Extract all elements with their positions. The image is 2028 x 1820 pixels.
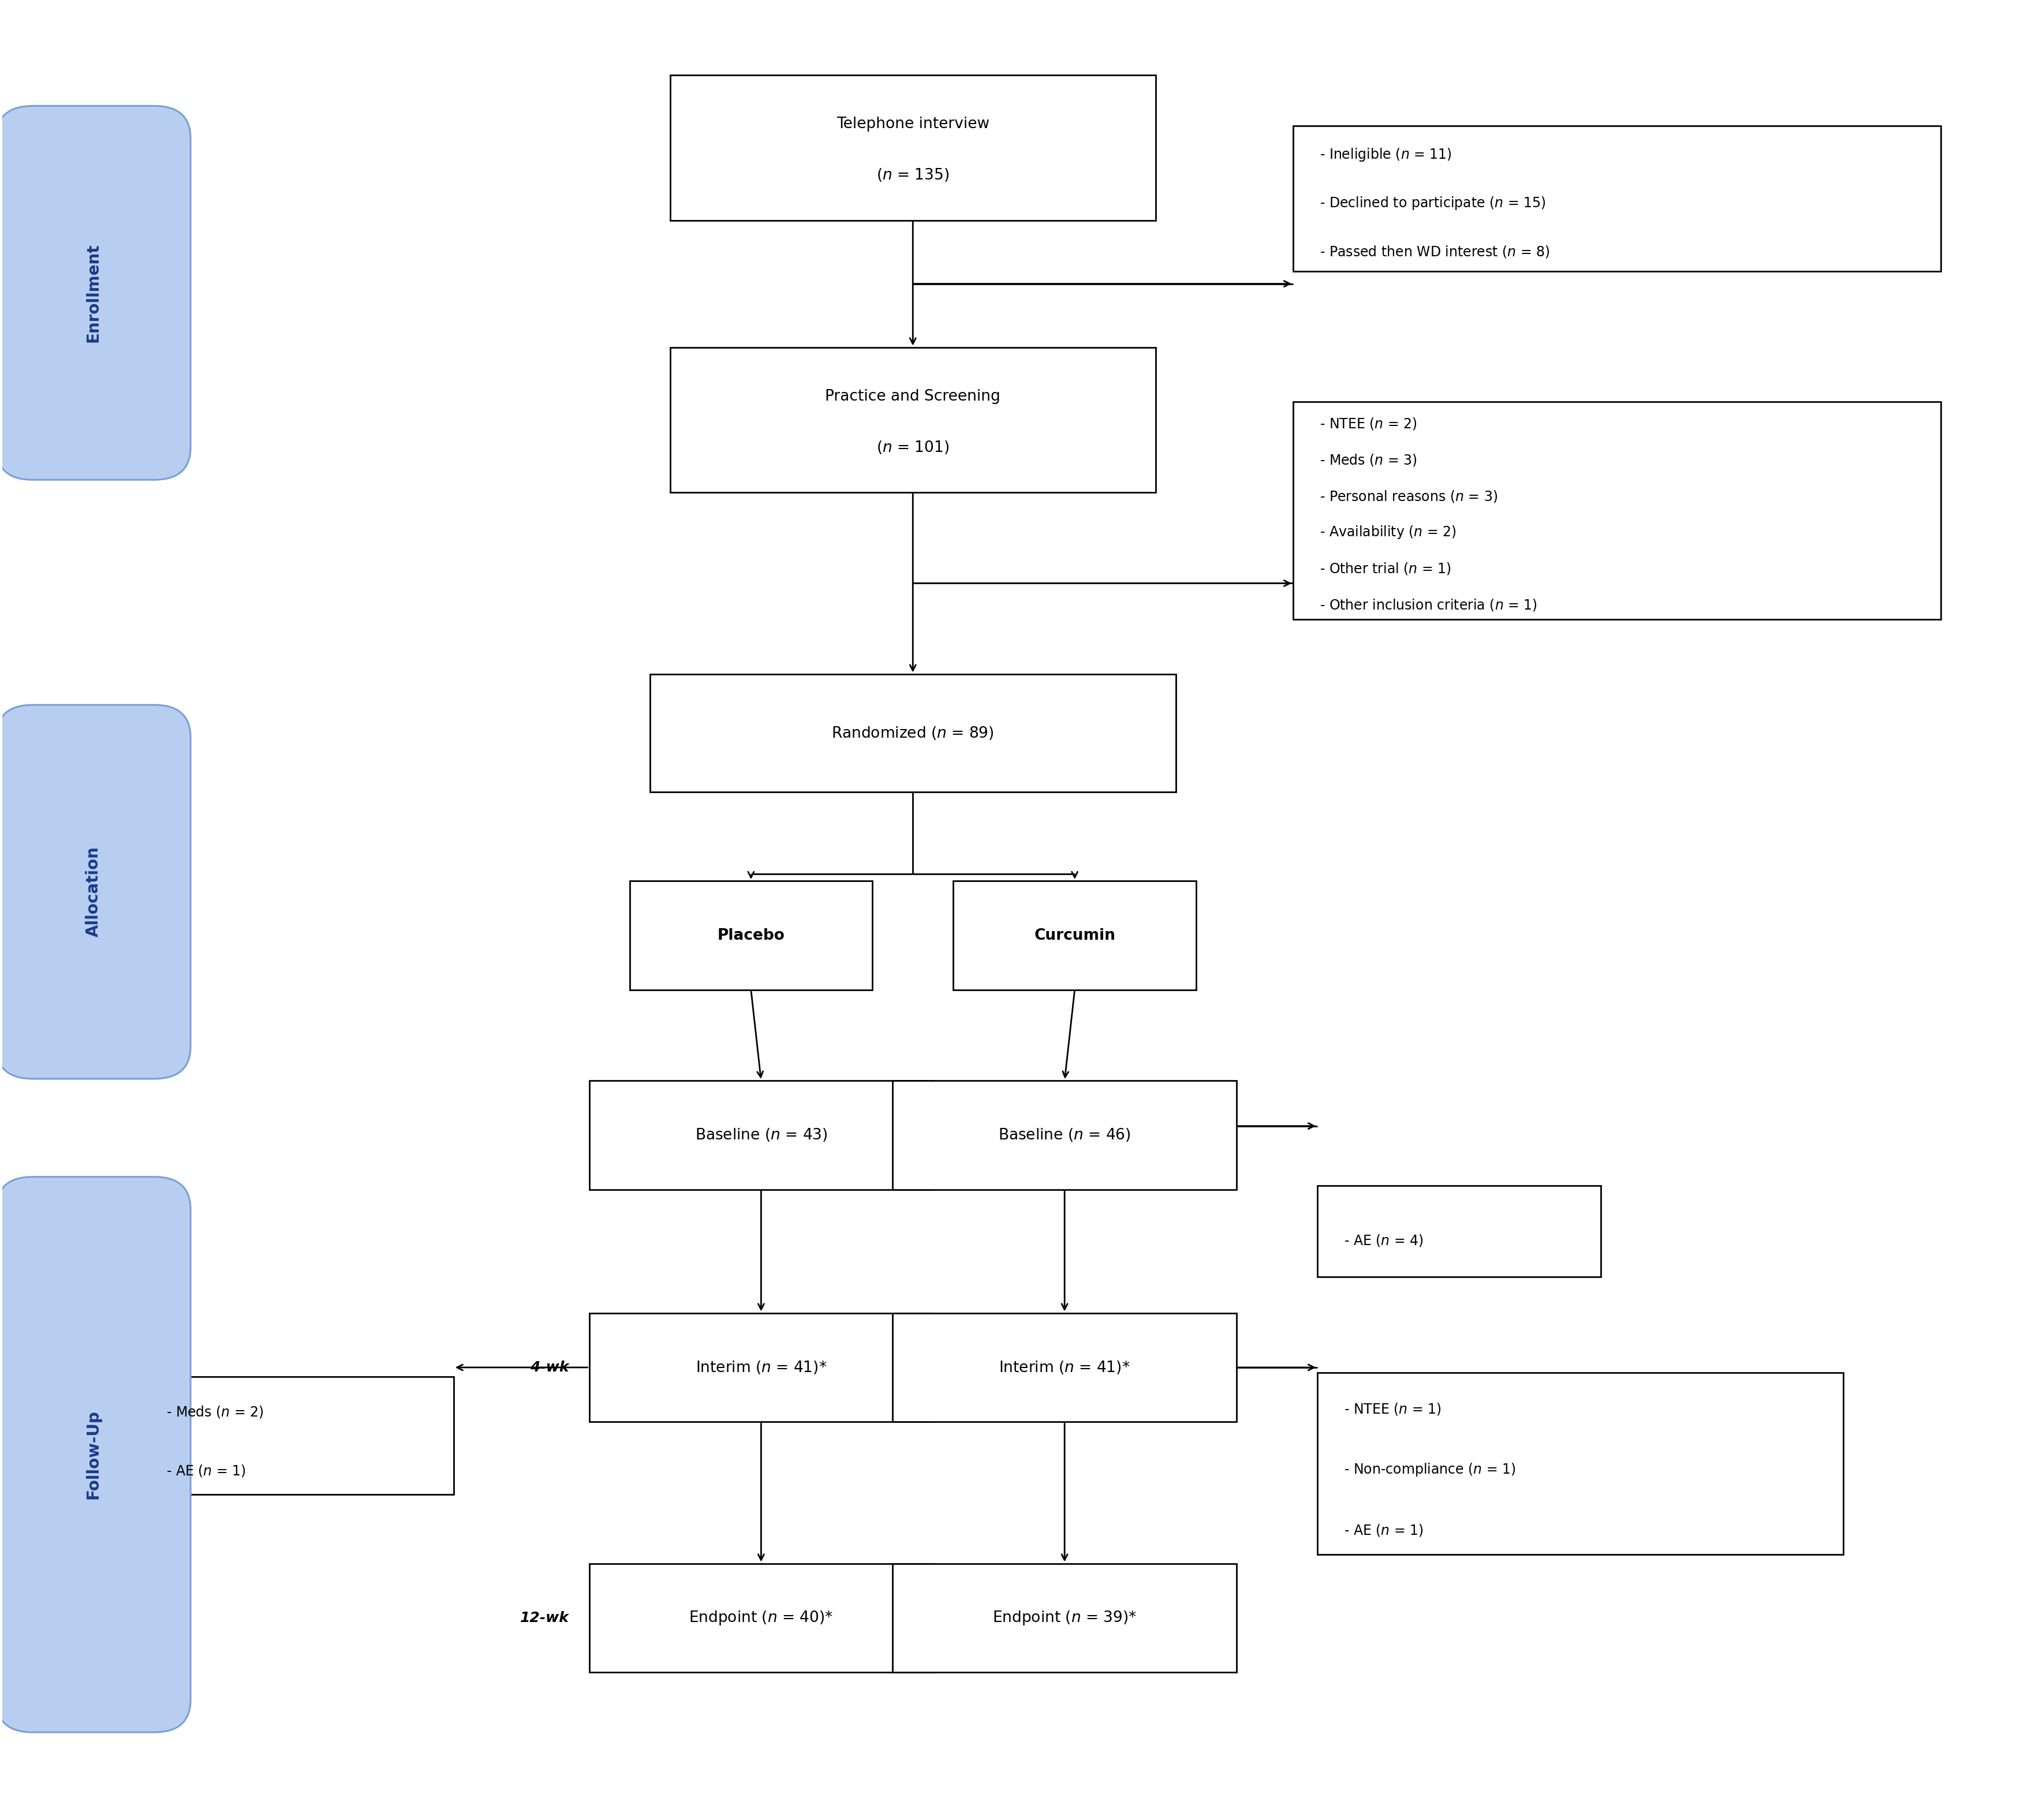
FancyBboxPatch shape bbox=[0, 1178, 191, 1733]
Text: - Ineligible ($n$ = 11): - Ineligible ($n$ = 11) bbox=[1320, 147, 1452, 164]
Text: - AE ($n$ = 4): - AE ($n$ = 4) bbox=[1345, 1232, 1424, 1249]
Text: Curcumin: Curcumin bbox=[1034, 928, 1115, 943]
Text: - Non-compliance ($n$ = 1): - Non-compliance ($n$ = 1) bbox=[1345, 1461, 1515, 1478]
FancyBboxPatch shape bbox=[588, 1563, 933, 1673]
Text: Baseline ($n$ = 46): Baseline ($n$ = 46) bbox=[998, 1127, 1132, 1143]
Text: Practice and Screening: Practice and Screening bbox=[825, 389, 1000, 404]
FancyBboxPatch shape bbox=[1318, 1372, 1843, 1554]
Text: Baseline ($n$ = 43): Baseline ($n$ = 43) bbox=[696, 1127, 827, 1143]
FancyBboxPatch shape bbox=[669, 348, 1156, 493]
Text: Interim ($n$ = 41)*: Interim ($n$ = 41)* bbox=[696, 1360, 827, 1376]
FancyBboxPatch shape bbox=[892, 1312, 1237, 1421]
FancyBboxPatch shape bbox=[140, 1376, 454, 1494]
Text: - AE ($n$ = 1): - AE ($n$ = 1) bbox=[166, 1463, 245, 1478]
Text: 12-wk: 12-wk bbox=[519, 1611, 570, 1625]
FancyBboxPatch shape bbox=[1318, 1187, 1600, 1276]
Text: Telephone interview: Telephone interview bbox=[836, 116, 990, 131]
Text: - Declined to participate ($n$ = 15): - Declined to participate ($n$ = 15) bbox=[1320, 195, 1545, 211]
Text: - Availability ($n$ = 2): - Availability ($n$ = 2) bbox=[1320, 524, 1456, 541]
Text: Endpoint ($n$ = 39)*: Endpoint ($n$ = 39)* bbox=[992, 1609, 1138, 1627]
Text: Follow-Up: Follow-Up bbox=[85, 1411, 101, 1500]
Text: Interim ($n$ = 41)*: Interim ($n$ = 41)* bbox=[1000, 1360, 1130, 1376]
FancyBboxPatch shape bbox=[669, 75, 1156, 220]
Text: Endpoint ($n$ = 40)*: Endpoint ($n$ = 40)* bbox=[690, 1609, 834, 1627]
Text: ($n$ = 135): ($n$ = 135) bbox=[876, 167, 949, 184]
FancyBboxPatch shape bbox=[0, 106, 191, 480]
Text: - Personal reasons ($n$ = 3): - Personal reasons ($n$ = 3) bbox=[1320, 488, 1497, 504]
Text: Placebo: Placebo bbox=[718, 928, 785, 943]
Text: - NTEE ($n$ = 2): - NTEE ($n$ = 2) bbox=[1320, 417, 1418, 431]
Text: - Meds ($n$ = 2): - Meds ($n$ = 2) bbox=[166, 1405, 264, 1420]
Text: Enrollment: Enrollment bbox=[85, 244, 101, 342]
FancyBboxPatch shape bbox=[629, 881, 872, 990]
Text: ($n$ = 101): ($n$ = 101) bbox=[876, 439, 949, 455]
FancyBboxPatch shape bbox=[1294, 126, 1941, 271]
Text: - Other inclusion criteria ($n$ = 1): - Other inclusion criteria ($n$ = 1) bbox=[1320, 597, 1537, 613]
Text: - Passed then WD interest ($n$ = 8): - Passed then WD interest ($n$ = 8) bbox=[1320, 244, 1549, 258]
FancyBboxPatch shape bbox=[588, 1312, 933, 1421]
FancyBboxPatch shape bbox=[588, 1081, 933, 1190]
FancyBboxPatch shape bbox=[1294, 402, 1941, 619]
FancyBboxPatch shape bbox=[892, 1563, 1237, 1673]
Text: 4-wk: 4-wk bbox=[529, 1361, 570, 1374]
FancyBboxPatch shape bbox=[0, 704, 191, 1079]
Text: Randomized ($n$ = 89): Randomized ($n$ = 89) bbox=[831, 724, 994, 741]
Text: Allocation: Allocation bbox=[85, 846, 101, 937]
Text: - AE ($n$ = 1): - AE ($n$ = 1) bbox=[1345, 1523, 1424, 1538]
FancyBboxPatch shape bbox=[649, 673, 1176, 792]
Text: - Other trial ($n$ = 1): - Other trial ($n$ = 1) bbox=[1320, 561, 1452, 577]
Text: - NTEE ($n$ = 1): - NTEE ($n$ = 1) bbox=[1345, 1401, 1442, 1416]
FancyBboxPatch shape bbox=[953, 881, 1197, 990]
FancyBboxPatch shape bbox=[892, 1081, 1237, 1190]
Text: - Meds ($n$ = 3): - Meds ($n$ = 3) bbox=[1320, 453, 1418, 468]
